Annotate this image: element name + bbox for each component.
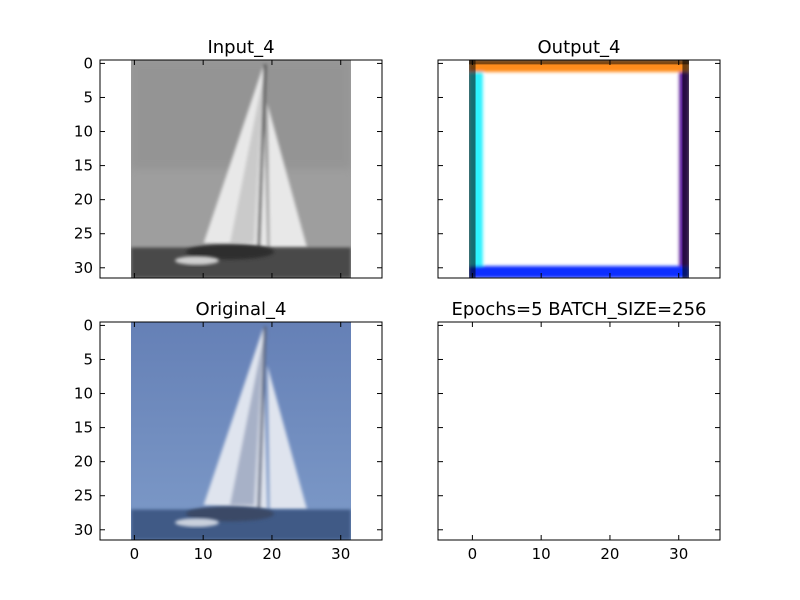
y-tick-label: 5 (83, 350, 93, 368)
axes-frame (99, 59, 383, 279)
image-color-photo (130, 322, 352, 540)
image-rgb-output (468, 60, 690, 278)
y-tick-label: 10 (74, 385, 93, 403)
axes-frame (437, 321, 721, 541)
hull (185, 244, 275, 260)
image-grayscale-photo (130, 60, 352, 278)
wake (174, 518, 219, 527)
subplot-title: Output_4 (538, 37, 621, 58)
mast (257, 326, 267, 514)
x-tick-label: 0 (130, 545, 140, 563)
subplot-title: Original_4 (196, 299, 287, 320)
x-tick-label: 20 (262, 545, 281, 563)
axes-frame (99, 321, 383, 541)
edge-right-dark (682, 60, 690, 278)
sailboat (203, 64, 308, 252)
axes-frame (437, 59, 721, 279)
y-tick-label: 25 (74, 225, 93, 243)
jib-sail (267, 365, 308, 510)
jib-sail (267, 103, 308, 248)
subplot-4: Epochs=5 BATCH_SIZE=256 0 10 20 30 (437, 299, 721, 563)
subplot-2: Output_4 (437, 37, 721, 279)
sail-shade (229, 77, 264, 244)
edge-bottom (468, 266, 690, 278)
x-tick-label: 10 (194, 545, 213, 563)
hull (185, 506, 275, 522)
x-tick-label: 0 (468, 545, 478, 563)
y-tick-label: 5 (83, 88, 93, 106)
sail-shade (229, 339, 264, 506)
y-tick-label: 30 (74, 521, 93, 539)
edge-top-dark (468, 60, 690, 65)
subplot-3: Original_4 0 10 20 30 0 5 10 15 20 25 30 (74, 299, 383, 563)
y-tick-label: 10 (74, 123, 93, 141)
edge-left-dark (468, 60, 476, 278)
y-tick-label: 15 (74, 157, 93, 175)
y-tick-label: 0 (83, 316, 93, 334)
x-tick-label: 10 (532, 545, 551, 563)
y-tick-label: 25 (74, 487, 93, 505)
edge-top (468, 60, 690, 72)
subplot-1: Input_4 0 5 10 15 20 25 30 (74, 37, 383, 279)
y-tick-label: 15 (74, 419, 93, 437)
x-tick-label: 30 (669, 545, 688, 563)
x-tick-label: 30 (331, 545, 350, 563)
subplot-title: Epochs=5 BATCH_SIZE=256 (452, 299, 707, 320)
y-tick-label: 20 (74, 453, 93, 471)
axes-background (438, 322, 720, 540)
x-tick-label: 20 (600, 545, 619, 563)
sailboat (203, 326, 308, 514)
wake (174, 256, 219, 265)
y-tick-label: 30 (74, 259, 93, 277)
y-tick-label: 20 (74, 191, 93, 209)
mast (257, 64, 267, 252)
y-tick-label: 0 (83, 54, 93, 72)
subplot-title: Input_4 (207, 37, 274, 58)
output-fill (468, 60, 690, 278)
